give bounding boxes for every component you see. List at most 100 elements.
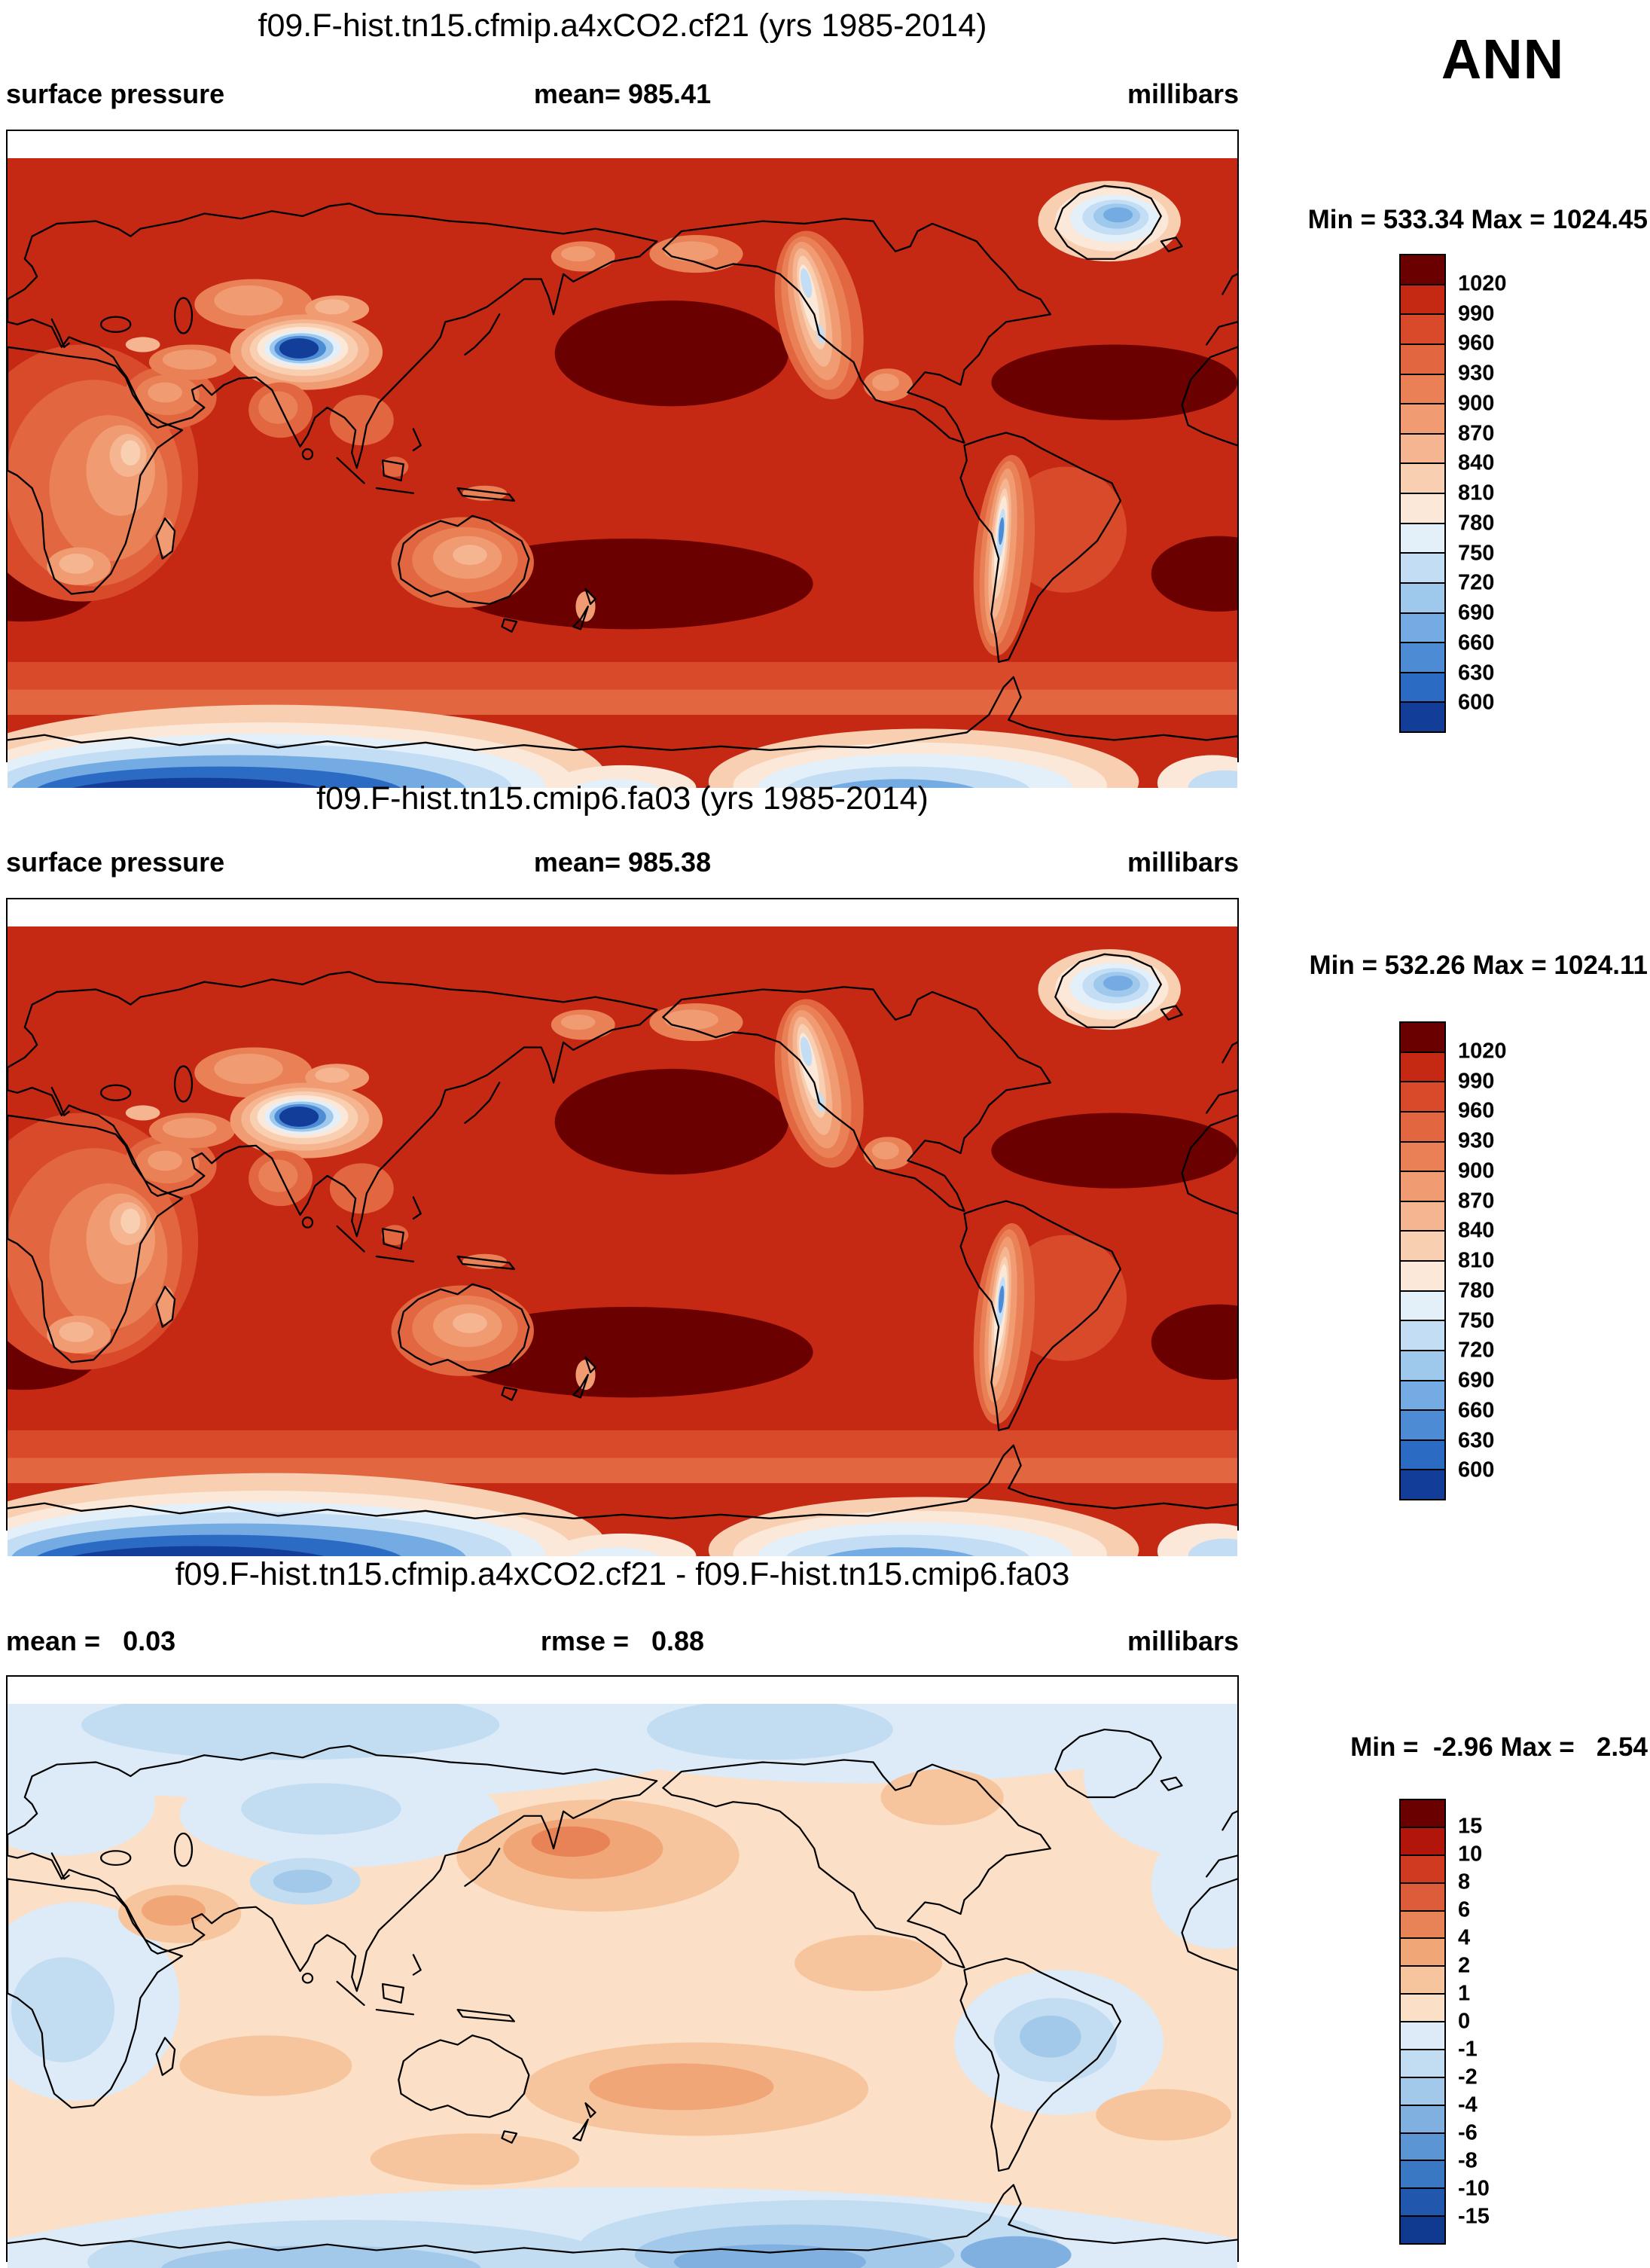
colorbar-label: 630 — [1458, 1428, 1495, 1452]
colorbar-label: 750 — [1458, 1308, 1495, 1332]
difference-field — [8, 1704, 1237, 2268]
colorbar-cell — [1401, 643, 1444, 673]
colorbar-cell — [1401, 1470, 1444, 1499]
colorbar-cell — [1401, 2022, 1444, 2050]
colorbar-cell — [1401, 1023, 1444, 1053]
variable-label: surface pressure — [6, 847, 225, 878]
colorbar-label: 6 — [1458, 1897, 1471, 1922]
colorbar-cell — [1401, 1440, 1444, 1471]
colorbar-cell — [1401, 315, 1444, 345]
colorbar: 1020 990 960 930 900 870 840 810 780 750 720 690 660… — [1399, 1021, 1507, 1500]
colorbar-cell — [1401, 1112, 1444, 1143]
colorbar-label: 690 — [1458, 600, 1495, 625]
colorbar-label: 840 — [1458, 450, 1495, 475]
colorbar: 15 10 8 6 4 2 1 0 -1 -2 -4 -6 -8 -10 -15 — [1399, 1799, 1490, 2245]
colorbar-cell — [1401, 1142, 1444, 1173]
map-case1-svg — [8, 158, 1237, 788]
colorbar-label: 1020 — [1458, 271, 1507, 296]
colorbar-label: 960 — [1458, 331, 1495, 356]
rmse-label: rmse = 0.88 — [540, 1625, 705, 1656]
colorbar-label: 870 — [1458, 1189, 1495, 1213]
colorbar-label: 15 — [1458, 1814, 1483, 1839]
colorbar-cell — [1401, 1201, 1444, 1232]
variable-label: surface pressure — [6, 78, 225, 109]
colorbar-cell — [1401, 1082, 1444, 1113]
colorbar-label: 660 — [1458, 1398, 1495, 1423]
colorbar-label: 630 — [1458, 661, 1495, 685]
colorbar-label: 1020 — [1458, 1039, 1507, 1064]
colorbar-cells — [1399, 254, 1446, 733]
colorbar-cell — [1401, 2050, 1444, 2078]
colorbar-label: 690 — [1458, 1368, 1495, 1393]
colorbar-label: 660 — [1458, 630, 1495, 655]
colorbar-label: 870 — [1458, 421, 1495, 445]
colorbar-cell — [1401, 1827, 1444, 1856]
colorbar-label: 10 — [1458, 1842, 1483, 1867]
colorbar-label: 600 — [1458, 1458, 1495, 1482]
colorbar-cell — [1401, 434, 1444, 465]
colorbar-cell — [1401, 374, 1444, 405]
colorbar-cell — [1401, 1052, 1444, 1083]
map-difference — [6, 1675, 1239, 2268]
mean-label: mean = 0.03 — [6, 1625, 176, 1656]
colorbar-label: 2 — [1458, 1953, 1471, 1978]
panel3-title: f09.F-hist.tn15.cfmip.a4xCO2.cf21 - f09.… — [175, 1556, 1070, 1592]
colorbar-label: -1 — [1458, 2037, 1478, 2062]
units-label: millibars — [1127, 847, 1239, 878]
colorbar-label: 1 — [1458, 1981, 1471, 2006]
colorbar-label: 720 — [1458, 570, 1495, 595]
colorbar-label: 600 — [1458, 690, 1495, 715]
map-difference-svg — [8, 1704, 1237, 2268]
colorbar-cell — [1401, 583, 1444, 614]
colorbar-label: -10 — [1458, 2176, 1490, 2201]
colorbar-cell — [1401, 613, 1444, 644]
colorbar-cell — [1401, 1291, 1444, 1322]
colorbar-cell — [1401, 1351, 1444, 1381]
colorbar-label: 990 — [1458, 1069, 1495, 1093]
colorbar-label: 990 — [1458, 301, 1495, 325]
map-case2 — [6, 898, 1239, 1556]
colorbar-label: -6 — [1458, 2120, 1478, 2145]
colorbar-cell — [1401, 1232, 1444, 1262]
colorbar-cell — [1401, 1855, 1444, 1884]
season-label: ANN — [1441, 28, 1565, 90]
panel2-title: f09.F-hist.tn15.cmip6.fa03 (yrs 1985-201… — [316, 780, 929, 817]
colorbar-cell — [1401, 2105, 1444, 2134]
colorbar-cell — [1401, 494, 1444, 524]
colorbar-cell — [1401, 255, 1444, 285]
colorbar-cell — [1401, 2133, 1444, 2162]
colorbar-cell — [1401, 344, 1444, 375]
colorbar-cell — [1401, 1800, 1444, 1828]
colorbar-label: 840 — [1458, 1218, 1495, 1243]
colorbar-cell — [1401, 1381, 1444, 1412]
colorbar-cell — [1401, 554, 1444, 584]
minmax-label: Min = -2.96 Max = 2.54 — [1350, 1732, 1648, 1762]
colorbar-cell — [1401, 1911, 1444, 1940]
colorbar-cells — [1399, 1799, 1446, 2245]
colorbar-label: 4 — [1458, 1925, 1471, 1950]
colorbar-cell — [1401, 1321, 1444, 1351]
colorbar-cell — [1401, 1883, 1444, 1912]
colorbar-cell — [1401, 2189, 1444, 2218]
colorbar-label: 780 — [1458, 511, 1495, 536]
minmax-label: Min = 532.26 Max = 1024.11 — [1309, 951, 1648, 980]
colorbar-cell — [1401, 1262, 1444, 1292]
units-label: millibars — [1127, 1625, 1239, 1656]
map-case1 — [6, 130, 1239, 788]
colorbar-cell — [1401, 1172, 1444, 1202]
colorbar-label: 930 — [1458, 361, 1495, 386]
colorbar-label: -8 — [1458, 2148, 1478, 2173]
colorbar-cell — [1401, 1967, 1444, 1995]
colorbar-label: -15 — [1458, 2204, 1490, 2229]
colorbar-label: 810 — [1458, 1248, 1495, 1273]
colorbar-cell — [1401, 1939, 1444, 1967]
colorbar-cell — [1401, 464, 1444, 494]
colorbar-label: 720 — [1458, 1338, 1495, 1363]
colorbar-label: -2 — [1458, 2065, 1478, 2089]
colorbar-cell — [1401, 404, 1444, 435]
panel1-title: f09.F-hist.tn15.cfmip.a4xCO2.cf21 (yrs 1… — [258, 8, 987, 44]
colorbar-cells — [1399, 1021, 1446, 1500]
colorbar-label: -4 — [1458, 2092, 1478, 2117]
colorbar-label: 0 — [1458, 2009, 1471, 2034]
